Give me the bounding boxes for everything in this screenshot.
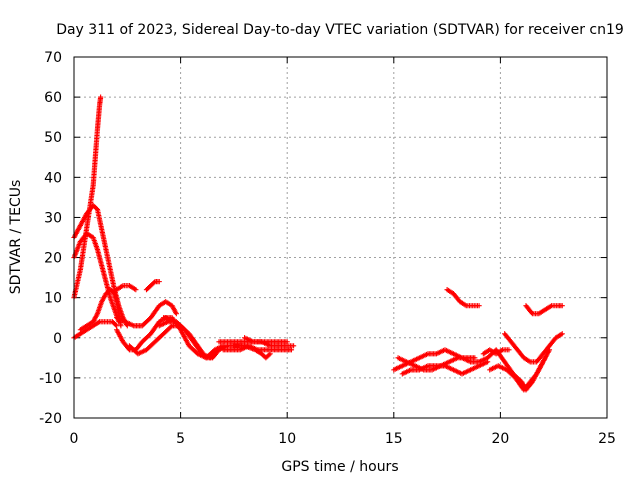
- data-point: [559, 331, 565, 337]
- series-track-15: [231, 343, 273, 361]
- series-track-9: [114, 299, 179, 329]
- data-point: [168, 324, 174, 330]
- data-point: [290, 343, 297, 349]
- x-tick-label: 25: [598, 431, 616, 447]
- series-track-12: [160, 315, 226, 361]
- series-track-24: [480, 347, 512, 357]
- y-axis-label: SDTVAR / TECUs: [8, 180, 24, 295]
- data-point: [476, 303, 482, 309]
- x-tick-label: 20: [491, 431, 509, 447]
- data-point: [133, 287, 139, 293]
- series-track-20: [444, 287, 482, 309]
- data-point: [288, 347, 295, 353]
- data-point: [284, 339, 290, 345]
- y-tick-label: 50: [44, 130, 62, 146]
- data-point: [112, 322, 119, 328]
- data-point: [267, 351, 273, 357]
- y-tick-label: -10: [39, 371, 62, 387]
- data-point: [266, 352, 272, 358]
- series-track-22: [487, 347, 553, 393]
- series-track-6: [114, 283, 139, 293]
- y-tick-label: 0: [53, 331, 62, 347]
- series-track-2: [71, 202, 130, 329]
- y-tick-label: 20: [44, 251, 62, 267]
- x-tick-label: 5: [176, 431, 185, 447]
- x-axis-label: GPS time / hours: [281, 459, 398, 475]
- y-tick-label: 70: [44, 50, 62, 66]
- y-tick-label: 40: [44, 170, 62, 186]
- y-tick-label: -20: [39, 411, 62, 427]
- data-points: [71, 94, 565, 393]
- plot-frame: [73, 56, 608, 419]
- series-track-19: [399, 359, 491, 377]
- series-track-1: [71, 94, 104, 301]
- y-tick-label: 10: [44, 291, 62, 307]
- data-point: [559, 303, 565, 309]
- grid-lines: [74, 57, 607, 418]
- x-tick-label: 15: [385, 431, 403, 447]
- x-tick-label: 10: [278, 431, 296, 447]
- data-point: [156, 279, 162, 285]
- data-point: [151, 280, 157, 286]
- data-point: [528, 309, 535, 316]
- chart-title: Day 311 of 2023, Sidereal Day-to-day VTE…: [56, 22, 624, 38]
- data-point: [506, 347, 512, 353]
- x-tick-label: 0: [70, 431, 79, 447]
- series-track-16: [241, 335, 290, 345]
- y-tick-label: 60: [44, 90, 62, 106]
- series-track-23: [502, 331, 565, 365]
- series-track-25: [523, 303, 565, 317]
- data-point: [98, 94, 104, 100]
- data-point: [173, 311, 179, 317]
- data-point: [472, 355, 478, 361]
- series-track-5: [71, 319, 120, 341]
- y-tick-label: 30: [44, 210, 62, 226]
- axis-ticks: 0 5 10 15 20 25 -20 -10 0 10 20 30 40 50 60 70: [39, 50, 616, 447]
- series-track-8: [143, 279, 162, 293]
